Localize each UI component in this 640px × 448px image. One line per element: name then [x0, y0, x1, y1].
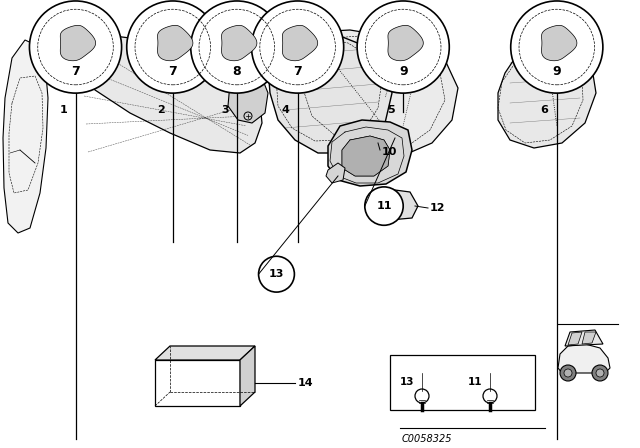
Polygon shape — [75, 33, 262, 153]
Polygon shape — [370, 188, 418, 220]
Polygon shape — [342, 136, 390, 176]
Polygon shape — [568, 332, 582, 345]
Text: 6: 6 — [541, 105, 548, 115]
Polygon shape — [290, 30, 458, 158]
Polygon shape — [155, 360, 240, 406]
Polygon shape — [498, 48, 596, 148]
Polygon shape — [155, 346, 255, 360]
Text: 7: 7 — [168, 65, 177, 78]
Circle shape — [259, 256, 294, 292]
Polygon shape — [326, 163, 345, 183]
Polygon shape — [3, 40, 48, 233]
Polygon shape — [328, 120, 412, 186]
Circle shape — [596, 369, 604, 377]
Polygon shape — [228, 73, 268, 123]
Polygon shape — [541, 26, 577, 61]
Text: 8: 8 — [232, 65, 241, 78]
Polygon shape — [388, 26, 423, 61]
Circle shape — [365, 187, 403, 225]
Polygon shape — [240, 346, 255, 406]
Polygon shape — [268, 33, 392, 153]
Circle shape — [357, 1, 449, 93]
Circle shape — [127, 1, 219, 93]
Polygon shape — [221, 26, 257, 61]
Text: 13: 13 — [400, 377, 415, 387]
Text: 7: 7 — [293, 65, 302, 78]
Text: 10: 10 — [382, 147, 397, 157]
Text: 9: 9 — [552, 65, 561, 78]
Text: 5: 5 — [387, 105, 395, 115]
Text: 12: 12 — [430, 203, 445, 213]
Polygon shape — [582, 332, 596, 344]
Text: 11: 11 — [468, 377, 483, 387]
Text: 14: 14 — [298, 378, 314, 388]
Circle shape — [29, 1, 122, 93]
Text: 1: 1 — [60, 105, 67, 115]
Circle shape — [191, 1, 283, 93]
Text: 7: 7 — [71, 65, 80, 78]
Text: 3: 3 — [221, 105, 228, 115]
Circle shape — [592, 365, 608, 381]
Polygon shape — [558, 344, 610, 373]
Text: 4: 4 — [282, 105, 289, 115]
Circle shape — [564, 369, 572, 377]
Text: 11: 11 — [376, 201, 392, 211]
Circle shape — [252, 1, 344, 93]
Bar — [390, 355, 535, 410]
Text: 9: 9 — [399, 65, 408, 78]
Polygon shape — [60, 26, 95, 61]
Polygon shape — [282, 26, 317, 61]
Text: 2: 2 — [157, 105, 164, 115]
Polygon shape — [157, 26, 193, 61]
Text: C0058325: C0058325 — [402, 434, 452, 444]
Circle shape — [511, 1, 603, 93]
Circle shape — [560, 365, 576, 381]
Text: 13: 13 — [269, 269, 284, 279]
Polygon shape — [565, 330, 603, 346]
